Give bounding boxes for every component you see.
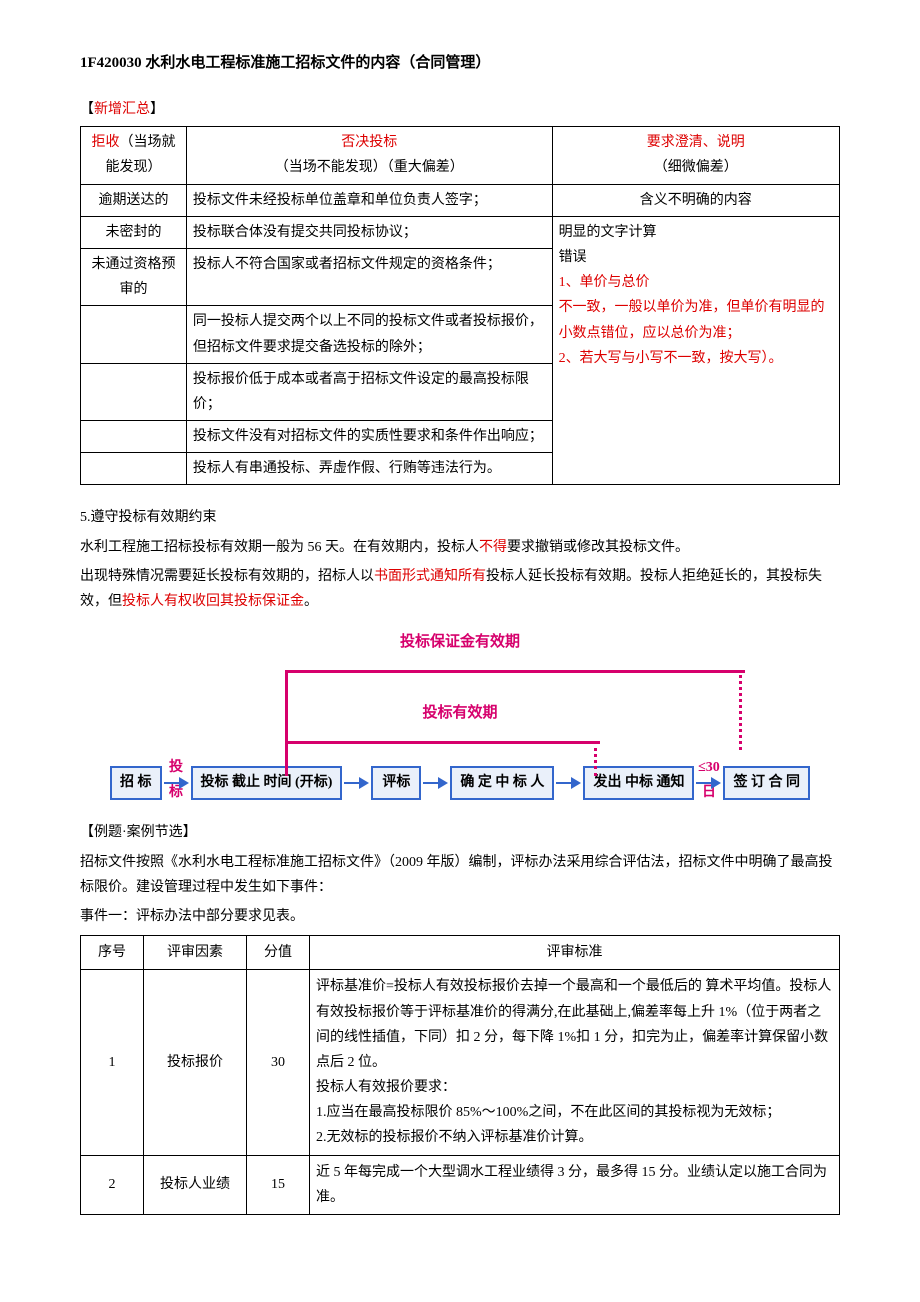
flow-arrow-4: ≤30日	[696, 775, 721, 791]
table1-r2c1: 未密封的	[81, 216, 187, 248]
table1-r5c2: 投标报价低于成本或者高于招标文件设定的最高投标限价；	[186, 363, 552, 420]
flow-arrow-0: 投标	[164, 775, 189, 791]
table1-r5c1	[81, 363, 187, 420]
t2-r2-std: 近 5 年每完成一个大型调水工程业绩得 3 分，最多得 15 分。业绩认定以施工…	[310, 1155, 840, 1214]
example-p2: 事件一：评标办法中部分要求见表。	[80, 904, 840, 929]
table1-r3c1: 未通过资格预审的	[81, 248, 187, 305]
table1-r6c2: 投标文件没有对招标文件的实质性要求和条件作出响应；	[186, 421, 552, 453]
flow-box-4: 发出 中标 通知	[583, 766, 694, 800]
flowchart: 投标保证金有效期 投标有效期 招 标 投标 投标 截止 时间 (开标) 评标 确…	[110, 629, 810, 800]
table1-r7c2: 投标人有串通投标、弄虚作假、行贿等违法行为。	[186, 453, 552, 485]
summary-label: 【新增汇总】	[80, 97, 840, 122]
example-p1: 招标文件按照《水利水电工程标准施工招标文件》（2009 年版）编制，评标办法采用…	[80, 850, 840, 900]
flow-box-0: 招 标	[110, 766, 162, 800]
t2-r1-std: 评标基准价=投标人有效投标报价去掉一个最高和一个最低后的 算术平均值。投标人有效…	[310, 970, 840, 1155]
section5-heading: 5.遵守投标有效期约束	[80, 505, 840, 530]
t2-r1-no: 1	[81, 970, 144, 1155]
page-title: 1F420030 水利水电工程标准施工招标文件的内容（合同管理）	[80, 50, 840, 77]
section5-p2: 出现特殊情况需要延长投标有效期的，招标人以书面形式通知所有投标人延长投标有效期。…	[80, 564, 840, 614]
th-score: 分值	[247, 936, 310, 970]
flow-arrow-2	[423, 775, 448, 791]
flow-bracket-inner	[285, 731, 600, 751]
section5-p1: 水利工程施工招标投标有效期一般为 56 天。在有效期内，投标人不得要求撤销或修改…	[80, 535, 840, 560]
flow-mid-label: 投标有效期	[110, 700, 810, 727]
flow-box-3: 确 定 中 标 人	[450, 766, 554, 800]
flow-box-5: 签 订 合 同	[723, 766, 810, 800]
th-factor: 评审因素	[144, 936, 247, 970]
flow-bracket-outer	[285, 660, 745, 680]
table1-r3c2: 投标人不符合国家或者招标文件规定的资格条件；	[186, 248, 552, 305]
table1-r4c2: 同一投标人提交两个以上不同的投标文件或者投标报价，但招标文件要求提交备选投标的除…	[186, 306, 552, 363]
flow-boxes-row: 招 标 投标 投标 截止 时间 (开标) 评标 确 定 中 标 人 发出 中标 …	[110, 766, 810, 800]
table1-r1c2: 投标文件未经投标单位盖章和单位负责人签字；	[186, 184, 552, 216]
table1-r7c1	[81, 453, 187, 485]
t2-r2-no: 2	[81, 1155, 144, 1214]
score-table: 序号 评审因素 分值 评审标准 1 投标报价 30 评标基准价=投标人有效投标报…	[80, 935, 840, 1215]
table1-r1c3: 含义不明确的内容	[552, 184, 839, 216]
table1-merged-c3: 明显的文字计算 错误 1、单价与总价 不一致，一般以单价为准，但单价有明显的小数…	[552, 216, 839, 485]
table1-r1c1: 逾期送达的	[81, 184, 187, 216]
table1-r6c1	[81, 421, 187, 453]
th-std: 评审标准	[310, 936, 840, 970]
t2-r1-factor: 投标报价	[144, 970, 247, 1155]
t2-r1-score: 30	[247, 970, 310, 1155]
t2-r2-score: 15	[247, 1155, 310, 1214]
th-no: 序号	[81, 936, 144, 970]
flow-box-1: 投标 截止 时间 (开标)	[191, 766, 343, 800]
rejection-table: 拒收（当场就能发现） 否决投标 （当场不能发现）（重大偏差） 要求澄清、说明 （…	[80, 126, 840, 485]
table1-h3: 要求澄清、说明 （细微偏差）	[552, 127, 839, 184]
table1-r2c2: 投标联合体没有提交共同投标协议；	[186, 216, 552, 248]
flow-arrow-3	[556, 775, 581, 791]
table1-h2: 否决投标 （当场不能发现）（重大偏差）	[186, 127, 552, 184]
table1-r4c1	[81, 306, 187, 363]
flow-arrow-1	[344, 775, 369, 791]
flow-box-2: 评标	[371, 766, 421, 800]
t2-r2-factor: 投标人业绩	[144, 1155, 247, 1214]
table1-h1: 拒收（当场就能发现）	[81, 127, 187, 184]
flow-top-label: 投标保证金有效期	[110, 629, 810, 656]
example-label: 【例题·案例节选】	[80, 820, 840, 845]
